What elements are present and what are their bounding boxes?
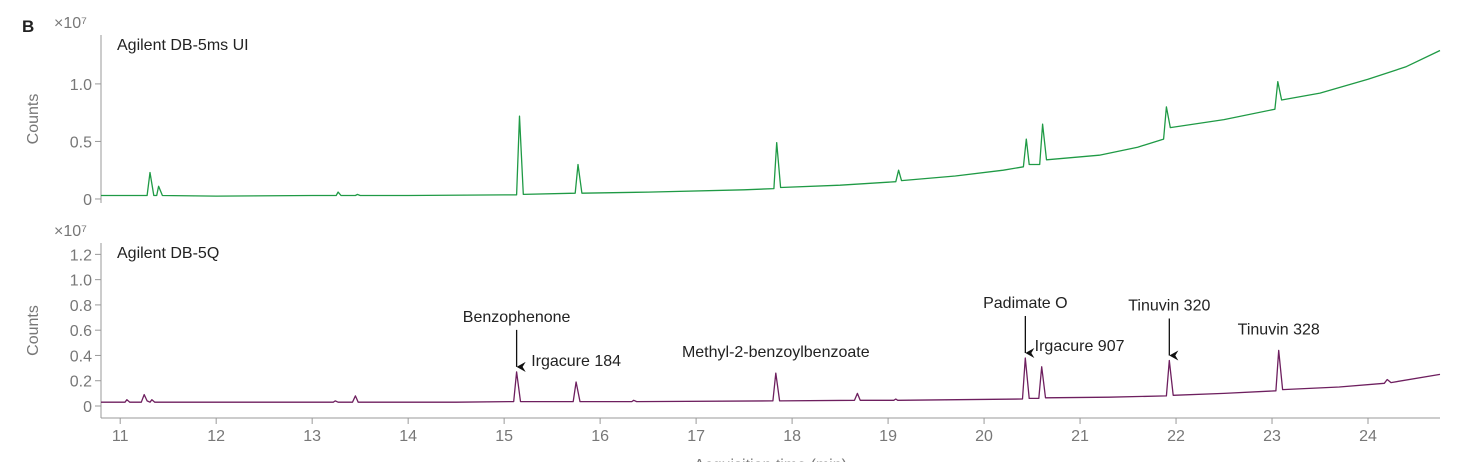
annotation: Padimate O bbox=[983, 295, 1067, 312]
x-tick-label: 24 bbox=[1359, 428, 1377, 445]
panel-label: B bbox=[22, 17, 34, 36]
annotation: Tinuvin 320 bbox=[1128, 298, 1210, 315]
y-tick-label: 0 bbox=[83, 399, 92, 416]
annotation: Methyl-2-benzoylbenzoate bbox=[682, 344, 870, 361]
y-tick-label: 0.2 bbox=[70, 374, 92, 391]
x-tick-label: 16 bbox=[591, 428, 609, 445]
y-tick-label: 0.6 bbox=[70, 323, 92, 340]
series-label: Agilent DB-5ms UI bbox=[117, 37, 249, 54]
annotation: Irgacure 184 bbox=[531, 353, 621, 370]
y-axis-label: Counts bbox=[25, 305, 42, 356]
y-tick-label: 0.4 bbox=[70, 348, 92, 365]
y-scale-label: ×10⁷ bbox=[54, 223, 87, 240]
y-scale-label: ×10⁷ bbox=[54, 15, 87, 32]
y-tick-label: 1.0 bbox=[70, 77, 92, 94]
x-tick-label: 12 bbox=[207, 428, 225, 445]
x-tick-label: 18 bbox=[783, 428, 801, 445]
y-tick-label: 0.5 bbox=[70, 134, 92, 151]
annotation: Irgacure 907 bbox=[1035, 338, 1125, 355]
x-tick-label: 17 bbox=[687, 428, 705, 445]
y-tick-label: 0.8 bbox=[70, 298, 92, 315]
annotation: Tinuvin 328 bbox=[1238, 321, 1320, 338]
x-tick-label: 11 bbox=[112, 428, 129, 445]
series-label: Agilent DB-5Q bbox=[117, 245, 219, 262]
x-tick-label: 19 bbox=[879, 428, 897, 445]
trace bbox=[101, 349, 1441, 403]
annotation: Benzophenone bbox=[463, 309, 571, 326]
x-tick-label: 21 bbox=[1071, 428, 1089, 445]
y-tick-label: 1.0 bbox=[70, 273, 92, 290]
x-tick-label: 23 bbox=[1263, 428, 1281, 445]
x-tick-label: 22 bbox=[1167, 428, 1185, 445]
x-tick-label: 14 bbox=[399, 428, 417, 445]
x-tick-label: 20 bbox=[975, 428, 993, 445]
x-tick-label: 15 bbox=[495, 428, 513, 445]
y-tick-label: 1.2 bbox=[70, 247, 92, 264]
y-tick-label: 0 bbox=[83, 192, 92, 209]
trace bbox=[101, 49, 1441, 197]
x-axis-label: Acquisition time (min) bbox=[694, 457, 847, 462]
y-axis-label: Counts bbox=[25, 94, 42, 145]
x-tick-label: 13 bbox=[303, 428, 321, 445]
